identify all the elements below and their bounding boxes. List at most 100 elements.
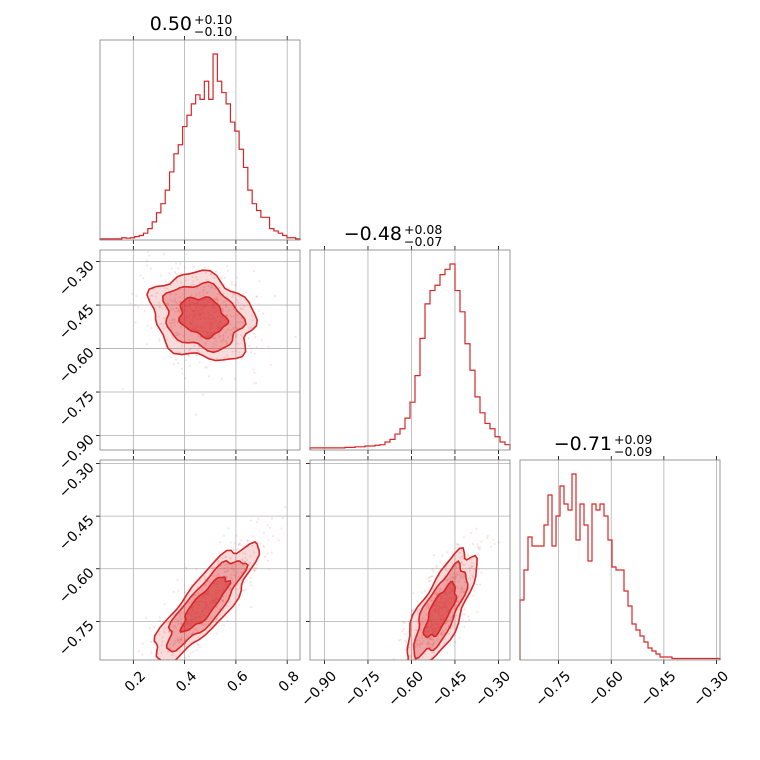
scatter-point	[174, 331, 177, 335]
scatter-point	[244, 560, 247, 564]
scatter-point	[220, 340, 223, 343]
scatter-point	[416, 612, 419, 615]
scatter-point	[230, 557, 233, 560]
scatter-point	[224, 331, 227, 334]
scatter-point	[162, 316, 166, 320]
scatter-point	[217, 573, 220, 576]
scatter-point	[463, 581, 467, 584]
x-tick-label-p2: −0.45	[429, 668, 471, 710]
scatter-point	[460, 561, 463, 564]
scatter-point	[169, 647, 172, 650]
scatter-point	[222, 333, 225, 337]
scatter-point	[229, 587, 232, 590]
scatter-point	[216, 617, 219, 621]
scatter-point	[204, 583, 207, 586]
scatter-point	[248, 345, 251, 348]
histogram-line-1	[99, 53, 301, 240]
scatter-point	[183, 639, 186, 642]
scatter-point	[418, 643, 421, 646]
scatter-point	[190, 600, 193, 604]
scatter-point	[198, 646, 201, 649]
scatter-point	[419, 663, 421, 665]
scatter-point	[477, 545, 480, 549]
scatter-point	[240, 539, 243, 542]
scatter-point	[180, 635, 183, 639]
scatter-point	[431, 568, 434, 571]
scatter-point	[181, 372, 184, 375]
scatter-point	[397, 639, 401, 642]
scatter-point	[225, 340, 228, 343]
scatter-point	[180, 622, 183, 625]
scatter-point	[422, 622, 425, 625]
scatter-point	[172, 318, 175, 321]
scatter-point	[226, 354, 229, 357]
scatter-point	[185, 634, 188, 637]
scatter-point	[236, 299, 239, 302]
scatter-point	[271, 535, 274, 538]
scatter-point	[158, 305, 161, 308]
scatter-point	[158, 616, 161, 619]
scatter-point	[467, 596, 471, 599]
scatter-point	[270, 517, 274, 520]
scatter-point	[213, 287, 217, 290]
scatter-point	[234, 548, 238, 551]
scatter-point	[157, 683, 159, 685]
scatter-point	[173, 298, 177, 301]
scatter-point	[455, 565, 458, 569]
scatter-point	[186, 232, 188, 234]
scatter-point	[141, 653, 144, 656]
scatter-point	[430, 599, 433, 602]
scatter-point	[427, 641, 430, 644]
scatter-point	[146, 259, 149, 262]
scatter-point	[192, 283, 195, 286]
scatter-point	[145, 616, 148, 619]
scatter-point	[171, 654, 174, 657]
scatter-point	[249, 325, 253, 329]
scatter-point	[191, 631, 195, 634]
scatter-point	[184, 599, 187, 602]
scatter-point	[146, 660, 148, 662]
scatter-point	[179, 262, 182, 265]
scatter-point	[232, 327, 235, 330]
scatter-point	[478, 546, 482, 549]
scatter-point	[222, 310, 225, 313]
scatter-point	[179, 617, 183, 621]
scatter-point	[428, 575, 431, 579]
scatter-point	[418, 643, 421, 646]
scatter-point	[476, 611, 479, 614]
scatter-point	[457, 543, 460, 546]
scatter-point	[436, 639, 439, 643]
scatter-point	[432, 642, 435, 645]
scatter-point	[442, 629, 445, 633]
scatter-point	[492, 538, 495, 541]
scatter-point	[419, 642, 423, 645]
scatter-point	[447, 578, 450, 581]
scatter-point	[266, 559, 270, 562]
scatter-point	[210, 285, 213, 289]
scatter-point	[180, 281, 183, 284]
panel-frame	[309, 249, 511, 451]
panel-frame	[99, 459, 301, 661]
scatter-point	[225, 575, 229, 579]
scatter-point	[177, 619, 180, 623]
scatter-point	[260, 339, 263, 342]
scatter-point	[461, 554, 465, 558]
scatter-point	[172, 590, 175, 593]
density-layer	[392, 527, 500, 676]
scatter-point	[414, 646, 417, 649]
scatter-point	[179, 638, 182, 641]
scatter-point	[417, 662, 419, 664]
scatter-point	[209, 580, 212, 584]
scatter-point	[197, 335, 200, 338]
scatter-point	[403, 665, 405, 667]
scatter-point	[401, 674, 403, 676]
scatter-point	[218, 335, 222, 338]
histogram-title-3: −0.71 +0.09−0.09	[554, 432, 653, 459]
title-plus-error: +0.10	[194, 12, 232, 27]
scatter-point	[187, 338, 191, 342]
scatter-point	[218, 613, 221, 617]
scatter-point	[475, 583, 478, 586]
title-median: −0.71	[554, 433, 612, 455]
scatter-point	[193, 627, 196, 630]
scatter-point	[449, 576, 452, 579]
